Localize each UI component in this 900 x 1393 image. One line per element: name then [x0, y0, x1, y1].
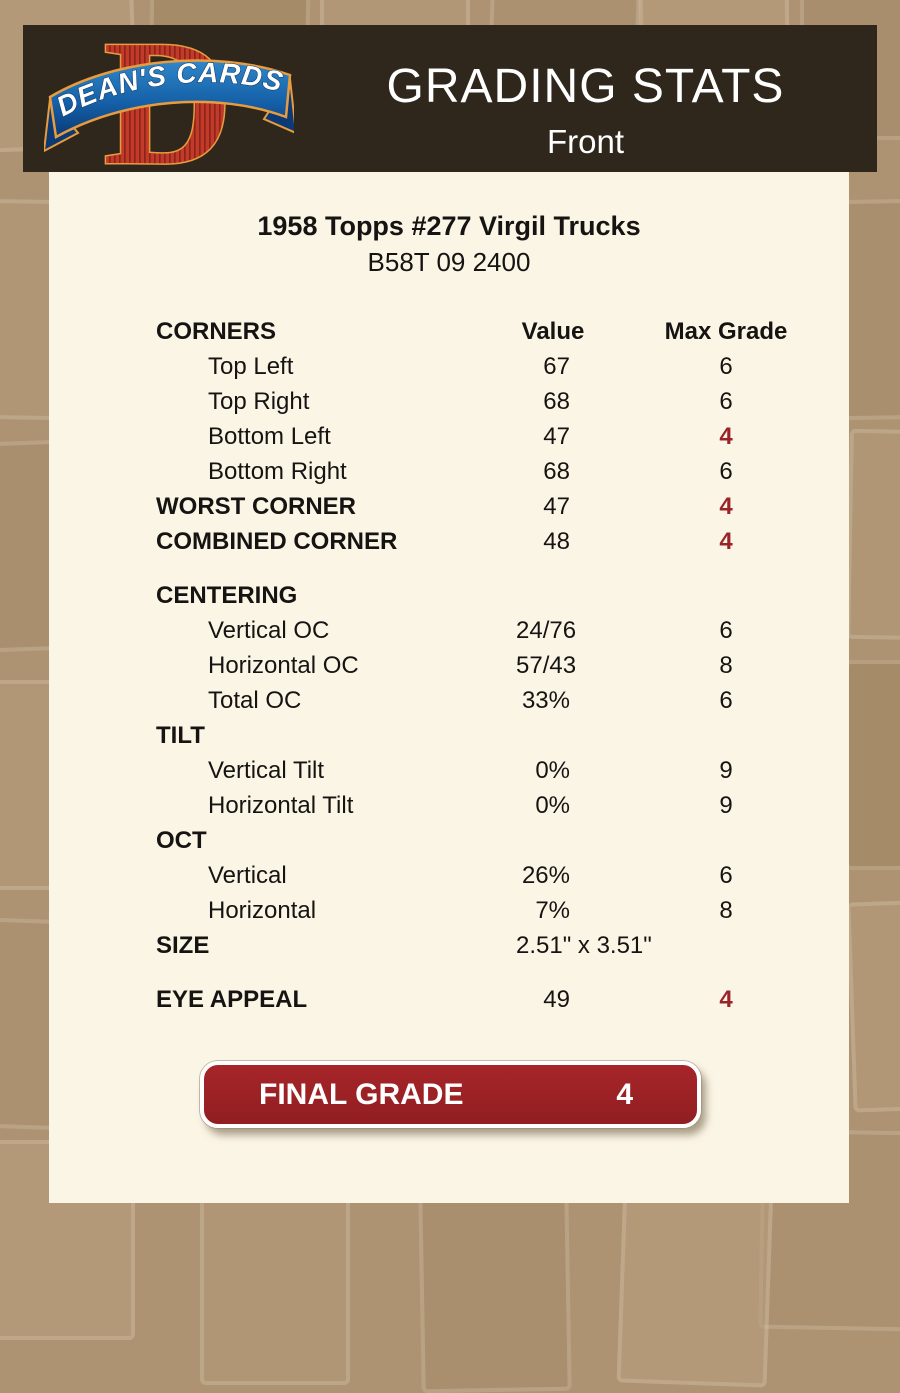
table-row: CENTERING	[49, 578, 849, 613]
header-titles: GRADING STATS Front	[294, 61, 877, 162]
table-row: OCT	[49, 823, 849, 858]
table-row: SIZE 2.51" x 3.51"	[49, 928, 849, 963]
row-max-grade: 4	[719, 423, 733, 450]
row-max-grade	[590, 823, 862, 858]
row-max-grade: 4	[719, 986, 733, 1013]
table-row: Total OC 33% 6	[49, 683, 849, 718]
background-card	[418, 1190, 572, 1393]
row-value: 0%	[535, 757, 570, 784]
row-max-grade	[590, 718, 862, 753]
row-label: Bottom Left	[208, 423, 331, 450]
grading-stats-panel: 1958 Topps #277 Virgil Trucks B58T 09 24…	[49, 172, 849, 1203]
table-header-row: CORNERS Value Max Grade	[49, 314, 849, 349]
table-row: Horizontal 7% 8	[49, 893, 849, 928]
row-label: Top Right	[208, 388, 310, 415]
row-max-grade	[590, 578, 862, 613]
table-row: Horizontal Tilt 0% 9	[49, 788, 849, 823]
row-label: Total OC	[208, 687, 302, 714]
row-max-grade: 6	[719, 458, 733, 485]
row-label: Vertical OC	[208, 617, 330, 644]
row-value: 67	[543, 353, 570, 380]
row-max-grade: 4	[719, 493, 733, 520]
row-label: TILT	[156, 722, 205, 749]
column-header-corners: CORNERS	[156, 318, 277, 345]
row-label: OCT	[156, 827, 207, 854]
row-value: 7%	[535, 897, 570, 924]
table-row: Vertical OC 24/76 6	[49, 613, 849, 648]
row-max-grade: 6	[719, 388, 733, 415]
row-label: Vertical	[208, 862, 287, 889]
row-value	[516, 823, 590, 858]
row-label: EYE APPEAL	[156, 986, 308, 1013]
table-row: Vertical 26% 6	[49, 858, 849, 893]
table-row: TILT	[49, 718, 849, 753]
table-row: Bottom Left 47 4	[49, 419, 849, 454]
background-card	[200, 1185, 350, 1385]
final-grade-label: FINAL GRADE	[259, 1077, 464, 1111]
row-value: 68	[543, 458, 570, 485]
row-max-grade: 6	[719, 617, 733, 644]
row-max-grade: 4	[719, 528, 733, 555]
card-title: 1958 Topps #277 Virgil Trucks	[257, 211, 641, 241]
table-row: COMBINED CORNER 48 4	[49, 524, 849, 559]
page-subtitle: Front	[546, 123, 625, 160]
table-row: Bottom Right 68 6	[49, 454, 849, 489]
table-row: WORST CORNER 47 4	[49, 489, 849, 524]
row-max-grade	[590, 928, 862, 963]
final-grade-button[interactable]: FINAL GRADE 4	[200, 1061, 701, 1128]
row-max-grade: 6	[719, 353, 733, 380]
row-value: 33%	[521, 687, 570, 714]
column-header-value: Value	[521, 318, 585, 345]
page-title: GRADING STATS	[386, 60, 785, 113]
row-max-grade: 6	[719, 862, 733, 889]
table-rows: Top Left 67 6 Top Right 68 6 Bottom Left 47 4 Bot…	[49, 349, 849, 1017]
deans-cards-logo-icon: D DEAN'S CARDS	[42, 2, 298, 204]
table-row: Horizontal OC 57/43 8	[49, 648, 849, 683]
row-max-grade: 9	[719, 757, 733, 784]
column-header-max-grade: Max Grade	[664, 318, 788, 345]
row-value	[516, 718, 590, 753]
table-row: EYE APPEAL 49 4	[49, 982, 849, 1017]
row-label: COMBINED CORNER	[156, 528, 398, 555]
row-label: SIZE	[156, 932, 210, 959]
row-max-grade: 8	[719, 652, 733, 679]
row-label: Horizontal	[208, 897, 317, 924]
table-row: Vertical Tilt 0% 9	[49, 753, 849, 788]
row-max-grade: 6	[719, 687, 733, 714]
row-value: 57/43	[516, 652, 577, 679]
row-max-grade: 9	[719, 792, 733, 819]
card-code: B58T 09 2400	[367, 247, 531, 277]
row-value: 2.51" x 3.51"	[516, 932, 652, 959]
row-value: 68	[543, 388, 570, 415]
deans-cards-logo: D DEAN'S CARDS	[42, 2, 298, 204]
row-value: 47	[543, 423, 570, 450]
table-row: Top Left 67 6	[49, 349, 849, 384]
row-label: CENTERING	[156, 582, 298, 609]
final-grade-value: 4	[616, 1077, 633, 1111]
row-value: 49	[543, 986, 570, 1013]
row-label: WORST CORNER	[156, 493, 356, 520]
background-card	[616, 1182, 774, 1388]
row-value	[516, 578, 590, 613]
grading-table: CORNERS Value Max Grade Top Left 67 6 Top R…	[49, 314, 849, 1017]
row-value: 26%	[521, 862, 570, 889]
row-label: Bottom Right	[208, 458, 347, 485]
row-value: 47	[543, 493, 570, 520]
row-value: 0%	[535, 792, 570, 819]
row-label: Top Left	[208, 353, 294, 380]
row-label: Horizontal OC	[208, 652, 359, 679]
table-row: Top Right 68 6	[49, 384, 849, 419]
row-value: 48	[543, 528, 570, 555]
row-label: Horizontal Tilt	[208, 792, 354, 819]
row-label: Vertical Tilt	[208, 757, 325, 784]
header-bar: D DEAN'S CARDS GRADING STATS Front	[23, 2, 877, 204]
row-max-grade: 8	[719, 897, 733, 924]
row-value: 24/76	[516, 617, 577, 644]
